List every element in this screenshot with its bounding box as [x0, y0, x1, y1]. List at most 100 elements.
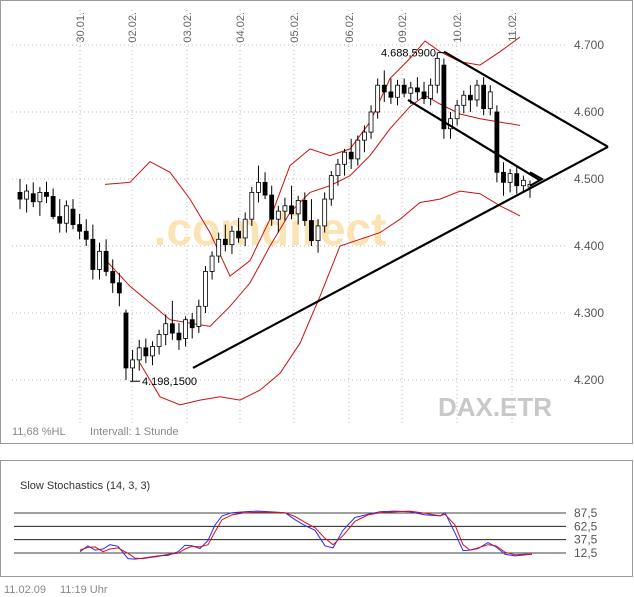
- candle-body: [156, 334, 162, 347]
- candle-body: [229, 230, 235, 246]
- candle: [454, 99, 460, 126]
- interval-label: Intervall: 1 Stunde: [90, 426, 179, 438]
- candle-body: [355, 139, 361, 160]
- candle: [229, 225, 235, 255]
- candle-body: [70, 208, 76, 225]
- candle-body: [388, 91, 394, 98]
- candle: [375, 78, 381, 119]
- stochastics-tick-label: 87,5: [574, 506, 598, 520]
- candle-body: [514, 173, 520, 187]
- stochastics-tick-label: 62,5: [574, 519, 598, 533]
- candle-body: [348, 151, 354, 160]
- x-tick-label: 02.02.: [127, 12, 139, 43]
- candle: [395, 79, 400, 106]
- candle-body: [494, 111, 500, 173]
- candle-body: [150, 346, 155, 357]
- bollinger-lower-band: [139, 190, 521, 406]
- low-annotation: 4.198,1500: [142, 376, 197, 388]
- candle-body: [136, 347, 142, 361]
- candle: [275, 205, 281, 233]
- candle: [249, 187, 255, 226]
- candle: [70, 199, 76, 230]
- candle-body: [256, 181, 261, 193]
- price-annotations: 4.688,5900 4.198,1500: [130, 48, 446, 388]
- candle: [520, 175, 526, 192]
- candle: [189, 313, 195, 339]
- candle-body: [322, 198, 328, 227]
- candle-body: [315, 225, 321, 242]
- candle: [37, 187, 43, 216]
- candle-body: [408, 87, 414, 94]
- candle-body: [467, 94, 473, 101]
- stochastics-series: [79, 510, 533, 560]
- candle: [335, 158, 341, 186]
- candle: [441, 58, 447, 139]
- candle: [474, 79, 480, 107]
- candle: [30, 182, 36, 208]
- candle-body: [335, 163, 341, 177]
- candle: [203, 266, 208, 313]
- candle-body: [501, 171, 506, 183]
- candle-body: [110, 271, 116, 284]
- candle-body: [262, 181, 268, 196]
- candle-body: [103, 250, 109, 272]
- candle-body: [249, 191, 255, 220]
- candle: [282, 197, 288, 221]
- bollinger-middle-band: [104, 94, 521, 327]
- candle-body: [242, 218, 248, 239]
- trendline-arrow: [529, 171, 545, 187]
- candle-body: [63, 205, 69, 224]
- candle: [309, 199, 314, 246]
- candle-body: [415, 87, 420, 93]
- candle: [342, 148, 347, 176]
- candle-body: [428, 84, 434, 99]
- candle-body: [328, 175, 334, 200]
- candle: [130, 349, 135, 382]
- candle-body: [421, 91, 427, 100]
- x-tick-label: 06.02.: [344, 12, 356, 43]
- candle: [315, 219, 321, 253]
- candle-body: [302, 200, 308, 221]
- candle: [256, 165, 261, 203]
- stochastics-panel-frame: [0, 460, 633, 577]
- candle: [289, 185, 294, 220]
- candle: [97, 242, 102, 280]
- candle: [242, 212, 248, 246]
- candle-body: [116, 282, 122, 294]
- candle: [44, 181, 49, 204]
- candle-body: [222, 238, 228, 246]
- candle: [90, 224, 96, 280]
- candle-body: [203, 271, 208, 307]
- candle: [421, 81, 427, 104]
- bollinger-upper-band: [104, 36, 521, 277]
- candle-body: [368, 111, 374, 133]
- candle: [401, 78, 407, 98]
- candle: [322, 192, 328, 233]
- candle: [136, 339, 142, 371]
- candle: [83, 219, 89, 246]
- candle: [328, 170, 334, 206]
- candle-body: [77, 224, 83, 232]
- candle-body: [97, 250, 102, 270]
- candle-body: [275, 210, 281, 220]
- candle: [222, 224, 228, 252]
- main-gridlines: [12, 10, 566, 425]
- candle: [57, 199, 63, 233]
- candle: [143, 338, 149, 364]
- candle: [269, 185, 275, 226]
- candle: [183, 316, 188, 347]
- trendlines: [192, 50, 609, 369]
- candle: [507, 168, 513, 193]
- candle: [24, 184, 30, 213]
- candle-body: [176, 332, 182, 341]
- x-tick-label: 30.01.: [75, 12, 87, 43]
- candle-body: [342, 151, 347, 165]
- candle-body: [130, 359, 135, 369]
- candle: [123, 309, 129, 380]
- candle-body: [362, 131, 367, 141]
- candle: [487, 85, 493, 116]
- y-tick-label: 4.500: [574, 172, 604, 186]
- x-tick-label: 09.02.: [397, 12, 409, 43]
- candle-body: [30, 193, 36, 203]
- candle-body: [143, 347, 149, 357]
